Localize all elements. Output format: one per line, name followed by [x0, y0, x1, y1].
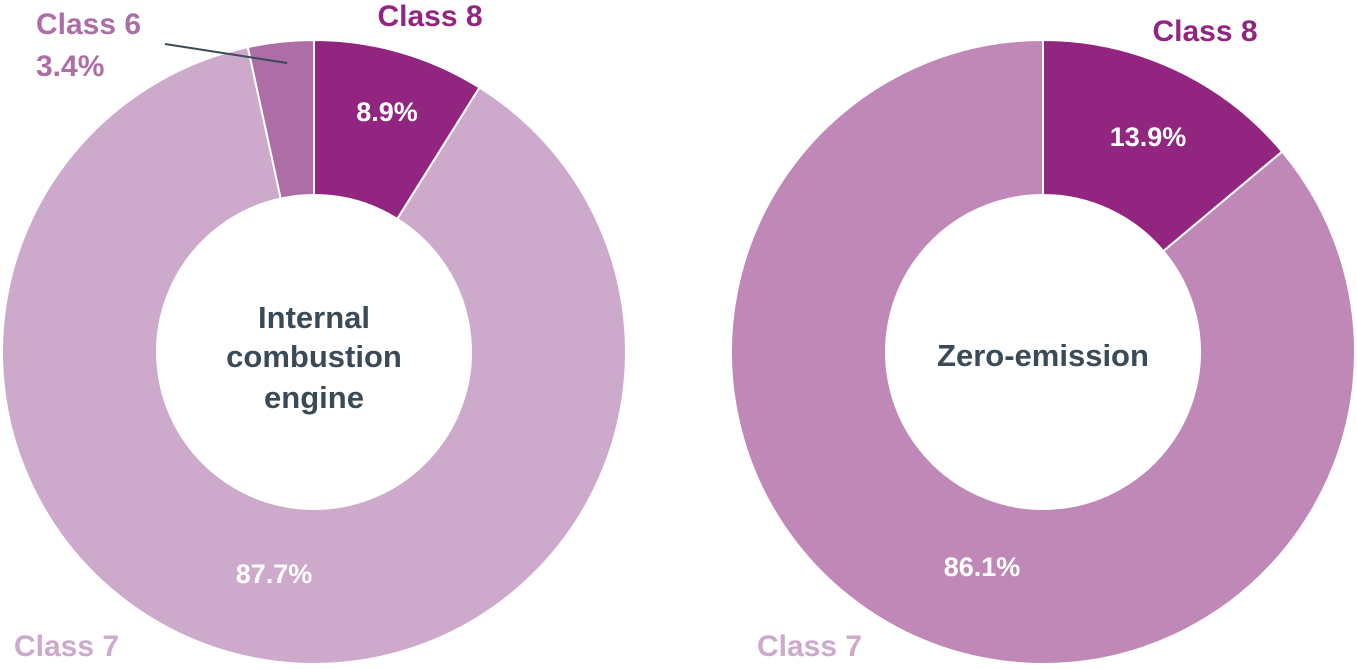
zev-category-label-class-8: Class 8: [1152, 15, 1257, 48]
ice-category-label-class-6: Class 6: [36, 8, 141, 41]
ice-value-label-class-6: 3.4%: [36, 50, 104, 83]
ice-leader-line-class-6: [164, 43, 288, 64]
zev-value-label-class-7: 86.1%: [944, 552, 1021, 582]
ice-donut-chart: 8.9% Class 8 87.7% Class 7 3.4% Class 6 Intern…: [1, 0, 627, 665]
ice-category-label-class-8: Class 8: [377, 0, 482, 33]
zev-value-label-class-8: 13.9%: [1110, 122, 1187, 152]
ice-center-label-line-1: Internal: [258, 300, 370, 335]
ice-value-label-class-8: 8.9%: [356, 97, 418, 127]
ice-center-label-line-2: combustion: [226, 339, 402, 374]
ice-slice-class-7: [1, 45, 627, 665]
zev-donut-chart: 13.9% Class 8 86.1% Class 7 Zero-emission: [730, 15, 1356, 665]
zev-center-label-line-1: Zero-emission: [937, 338, 1149, 373]
zev-slice-class-8: [1042, 38, 1284, 253]
ice-category-label-class-7: Class 7: [14, 630, 119, 663]
zev-category-label-class-7: Class 7: [757, 630, 862, 663]
ice-value-label-class-7: 87.7%: [236, 559, 313, 589]
ice-slice-class-6: [246, 38, 315, 200]
zev-slice-class-7: [730, 38, 1356, 665]
ice-center-label-line-3: engine: [264, 380, 364, 415]
